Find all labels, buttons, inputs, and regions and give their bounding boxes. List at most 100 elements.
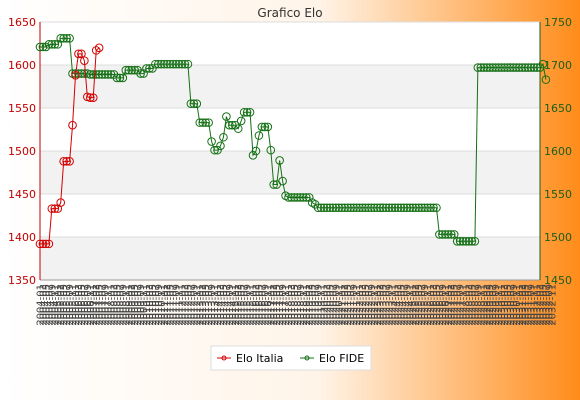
x-tick-label: 2031-09 bbox=[527, 284, 538, 326]
data-point-fide bbox=[260, 122, 270, 132]
x-tick-label: 2008-01 bbox=[107, 284, 118, 326]
chart-title: Grafico Elo bbox=[257, 6, 322, 20]
data-point-fide bbox=[446, 230, 456, 239]
data-point-fide bbox=[245, 108, 255, 117]
x-tick-label: 2011-11 bbox=[175, 284, 186, 326]
data-point-fide bbox=[358, 203, 367, 213]
x-tick-label: 2028-09 bbox=[473, 284, 484, 326]
x-tick-label: 2032-01 bbox=[533, 284, 544, 326]
x-tick-label: 2004-05 bbox=[41, 284, 52, 326]
x-tick-label: 2016-11 bbox=[263, 284, 274, 326]
data-point-fide bbox=[313, 203, 323, 213]
x-tick-label: 2014-01 bbox=[213, 284, 224, 326]
data-point-fide bbox=[38, 42, 48, 52]
x-tick-label: 2018-11 bbox=[299, 284, 310, 326]
x-tick-label: 2017-01 bbox=[266, 284, 277, 326]
data-point-fide bbox=[145, 64, 154, 73]
data-point-fide bbox=[334, 203, 344, 213]
data-point-fide bbox=[529, 63, 539, 72]
data-point-fide bbox=[65, 34, 74, 43]
right-tick-label: 1600 bbox=[544, 145, 572, 158]
x-tick-label: 2030-03 bbox=[500, 284, 511, 326]
data-point-italia bbox=[62, 157, 71, 166]
data-point-italia bbox=[50, 204, 60, 213]
x-tick-label: 2024-09 bbox=[402, 284, 413, 326]
data-point-italia bbox=[35, 239, 45, 249]
data-point-fide bbox=[275, 156, 284, 165]
data-point-fide bbox=[44, 40, 54, 49]
data-point-fide bbox=[497, 63, 506, 72]
x-tick-label: 2021-09 bbox=[349, 284, 360, 326]
data-point-fide bbox=[390, 203, 400, 213]
data-point-fide bbox=[100, 70, 110, 79]
data-point-fide bbox=[476, 63, 486, 72]
x-tick-label: 2022-07 bbox=[364, 284, 375, 326]
data-point-italia bbox=[38, 239, 48, 249]
data-point-fide bbox=[112, 73, 122, 83]
data-point-fide bbox=[399, 203, 409, 213]
data-point-fide bbox=[180, 59, 190, 69]
x-tick-label: 2032-07 bbox=[541, 284, 552, 326]
data-point-italia bbox=[68, 120, 77, 130]
x-tick-label: 2010-07 bbox=[151, 284, 162, 326]
x-tick-label: 2032-05 bbox=[538, 284, 549, 326]
x-tick-label: 2011-03 bbox=[163, 284, 174, 326]
x-tick-label: 2031-11 bbox=[530, 284, 541, 326]
x-tick-label: 2019-01 bbox=[302, 284, 313, 326]
plot-band bbox=[40, 151, 540, 194]
x-tick-label: 2015-05 bbox=[237, 284, 248, 326]
data-point-fide bbox=[266, 145, 276, 155]
right-tick-label: 1700 bbox=[544, 59, 572, 72]
data-point-fide bbox=[464, 237, 474, 246]
x-tick-label: 2030-01 bbox=[497, 284, 508, 326]
data-point-fide bbox=[503, 63, 512, 72]
data-point-fide bbox=[189, 99, 199, 108]
data-point-fide bbox=[485, 63, 495, 72]
x-tick-label: 2029-11 bbox=[494, 284, 505, 326]
x-tick-label: 2009-09 bbox=[136, 284, 147, 326]
series-layer bbox=[35, 34, 551, 249]
x-tick-label: 2029-01 bbox=[479, 284, 490, 326]
right-tick-label: 1450 bbox=[544, 274, 572, 287]
data-point-fide bbox=[195, 118, 205, 127]
data-point-fide bbox=[222, 112, 231, 121]
data-point-fide bbox=[432, 203, 441, 213]
x-tick-label: 2020-05 bbox=[325, 284, 336, 326]
data-point-fide bbox=[520, 63, 530, 72]
x-tick-label: 2016-01 bbox=[249, 284, 260, 326]
data-point-fide bbox=[284, 193, 293, 202]
x-tick-label: 2004-03 bbox=[38, 284, 49, 326]
x-tick-label: 2012-03 bbox=[180, 284, 191, 326]
x-tick-label: 2017-11 bbox=[281, 284, 292, 326]
x-tick-label: 2022-09 bbox=[367, 284, 378, 326]
data-point-fide bbox=[408, 203, 418, 213]
data-point-fide bbox=[420, 203, 429, 213]
data-point-fide bbox=[352, 203, 361, 213]
left-tick-label: 1500 bbox=[8, 145, 36, 158]
data-point-italia bbox=[47, 204, 57, 213]
x-tick-label: 2019-09 bbox=[314, 284, 325, 326]
data-point-fide bbox=[127, 65, 137, 75]
data-point-fide bbox=[35, 42, 45, 52]
x-tick-label: 2006-01 bbox=[71, 284, 82, 326]
x-tick-label: 2017-07 bbox=[275, 284, 286, 326]
data-point-fide bbox=[452, 237, 462, 246]
x-tick-label: 2007-09 bbox=[101, 284, 112, 326]
data-point-italia bbox=[80, 56, 89, 66]
data-point-fide bbox=[151, 59, 160, 69]
data-point-fide bbox=[396, 203, 406, 213]
x-tick-label: 2027-09 bbox=[456, 284, 467, 326]
x-tick-label: 2018-03 bbox=[287, 284, 298, 326]
data-point-fide bbox=[538, 59, 548, 69]
data-point-fide bbox=[263, 122, 273, 132]
x-tick-label: 2017-03 bbox=[269, 284, 280, 326]
x-tick-label: 2020-03 bbox=[322, 284, 333, 326]
x-tick-label: 2015-09 bbox=[243, 284, 254, 326]
data-point-fide bbox=[473, 63, 483, 72]
data-point-italia bbox=[59, 157, 68, 166]
x-tick-label: 2029-05 bbox=[485, 284, 496, 326]
left-tick-label: 1650 bbox=[8, 16, 36, 29]
data-point-fide bbox=[301, 193, 311, 202]
x-tick-label: 2010-11 bbox=[157, 284, 168, 326]
